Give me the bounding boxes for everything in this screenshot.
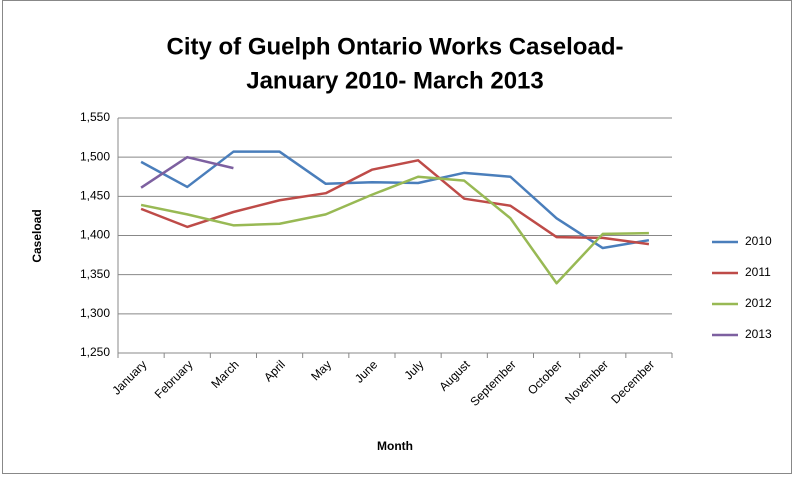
y-tick-label: 1,500 <box>80 149 110 163</box>
y-axis-title: Caseload <box>30 209 44 262</box>
series-line <box>140 155 234 189</box>
legend-label: 2012 <box>745 296 772 310</box>
legend-label: 2011 <box>745 265 771 279</box>
y-tick-label: 1,400 <box>80 228 110 242</box>
y-tick-label: 1,450 <box>80 189 110 203</box>
y-tick-label: 1,350 <box>80 267 110 281</box>
legend-label: 2010 <box>745 234 772 248</box>
y-tick-label: 1,250 <box>80 345 110 359</box>
series-line <box>140 175 649 285</box>
y-tick-label: 1,550 <box>80 110 110 124</box>
chart-title: City of Guelph Ontario Works Caseload- <box>167 33 624 60</box>
y-tick-label: 1,300 <box>80 306 110 320</box>
chart-title: January 2010- March 2013 <box>246 67 544 94</box>
x-axis-title: Month <box>377 439 413 453</box>
series-line <box>140 150 650 250</box>
legend-label: 2013 <box>745 327 772 341</box>
series-line <box>140 159 650 246</box>
